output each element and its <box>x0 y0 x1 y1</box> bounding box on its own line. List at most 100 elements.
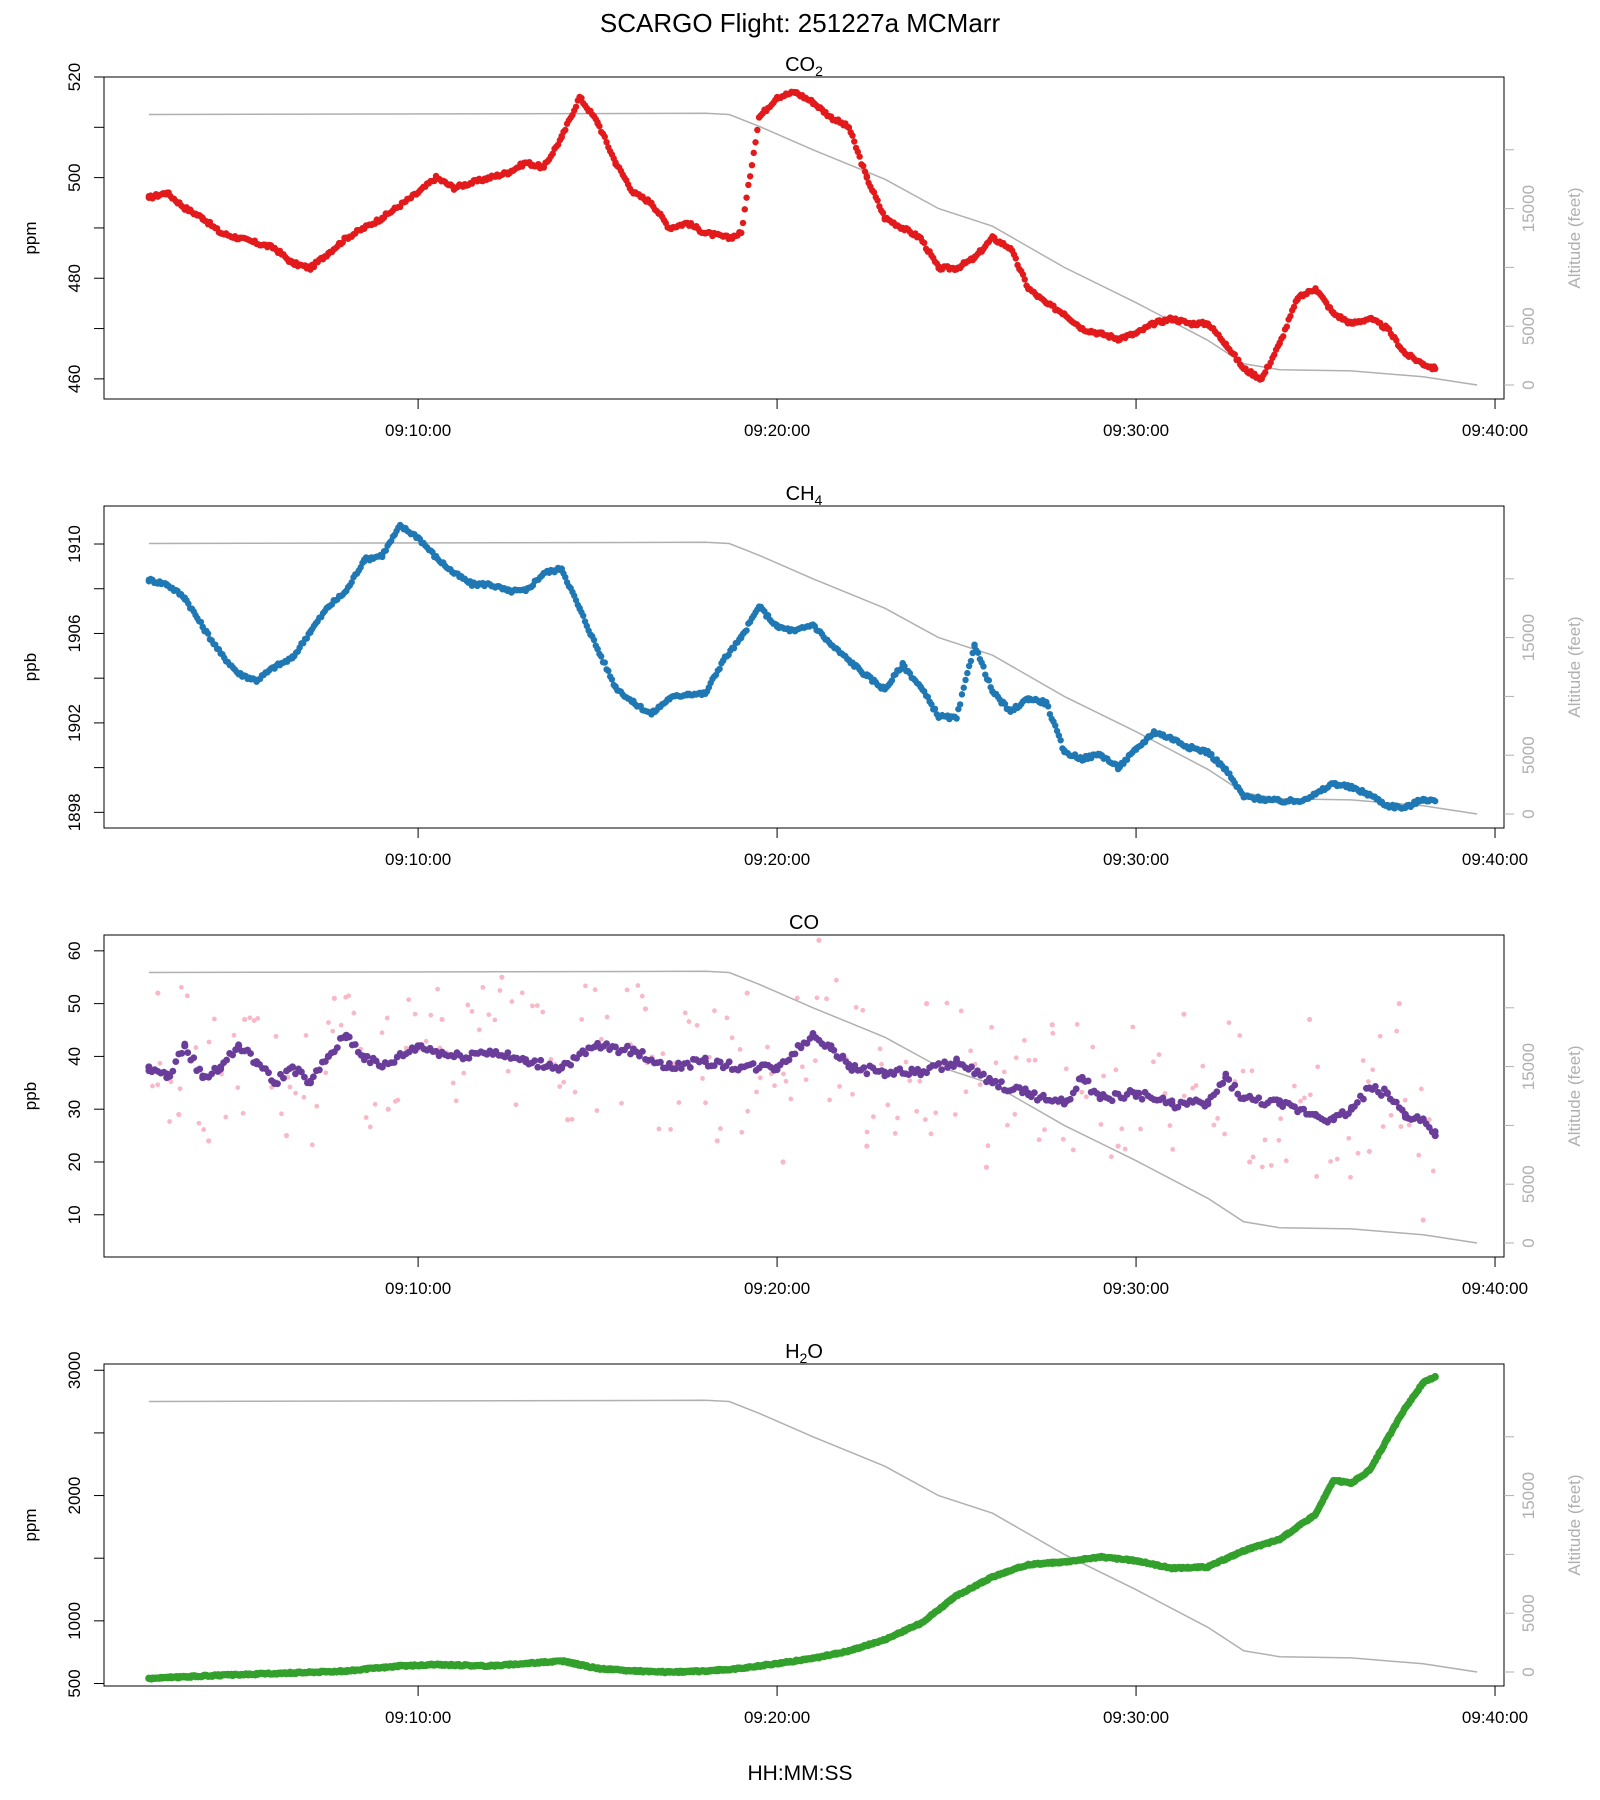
co-point <box>289 1063 296 1071</box>
co2-point <box>572 103 580 110</box>
co-raw-point <box>1377 1033 1383 1039</box>
co-raw-point <box>668 1127 673 1132</box>
co-raw-point <box>1237 1033 1243 1038</box>
ch4-point <box>601 659 608 666</box>
altitude-axis-label: Altitude (feet) <box>1565 187 1584 288</box>
co-raw-point <box>737 1046 743 1052</box>
co-raw-point <box>1348 1174 1353 1180</box>
co-raw-point <box>1302 1095 1307 1101</box>
co-raw-point <box>572 1089 578 1095</box>
co-raw-point <box>1388 1112 1394 1118</box>
co-raw-point <box>428 1012 434 1018</box>
y-axis-label: ppb <box>21 1082 40 1110</box>
co-point <box>1371 1083 1379 1090</box>
co-raw-point <box>1060 1136 1066 1142</box>
co-point <box>639 1047 646 1055</box>
x-tick-label: 09:30:00 <box>1103 1279 1169 1298</box>
co-point <box>537 1056 545 1064</box>
ch4-point <box>1208 750 1215 758</box>
ch4-point <box>594 645 601 653</box>
x-tick-label: 09:30:00 <box>1103 850 1169 869</box>
co-raw-point <box>439 1016 445 1023</box>
co-raw-point <box>314 1103 320 1109</box>
co-point <box>345 1033 353 1041</box>
panel-ch4: CH4 ppb 1898 1902 1906 1910 09:10:00 09:20:00 09… <box>21 483 1584 869</box>
y-tick-label: 50 <box>65 994 84 1013</box>
co-raw-point <box>1101 1073 1106 1079</box>
co-raw-point <box>461 1070 467 1076</box>
co2-point <box>856 153 863 160</box>
co-point <box>1398 1106 1406 1114</box>
series-points <box>145 88 1439 383</box>
co2-point <box>879 209 887 217</box>
co-point <box>274 1080 281 1088</box>
panel-co2: CO2 ppm 460 480 500 520 09:10:00 09:20:00 09:30:… <box>21 54 1584 440</box>
co-raw-point <box>241 1016 248 1023</box>
co-raw-point <box>1151 1059 1156 1065</box>
co-raw-point <box>712 1008 717 1014</box>
ch4-point <box>1044 703 1052 710</box>
altitude-axis-label: Altitude (feet) <box>1565 1474 1584 1575</box>
co-raw-point <box>1406 1122 1412 1128</box>
co-raw-point <box>379 1030 385 1036</box>
co-raw-point <box>963 1089 969 1095</box>
co-raw-point <box>700 1076 705 1081</box>
x-axis-label: HH:MM:SS <box>748 1762 853 1785</box>
co-point <box>229 1051 237 1059</box>
ch4-point <box>974 649 982 656</box>
co-point <box>363 1052 371 1060</box>
x-tick-label: 09:40:00 <box>1462 850 1528 869</box>
co-point <box>941 1058 948 1066</box>
ch4-point <box>967 657 975 665</box>
co-raw-point <box>824 996 829 1002</box>
chart-title: H2O <box>785 1341 823 1366</box>
co2-point <box>746 173 754 180</box>
co2-point <box>743 194 750 201</box>
ch4-point <box>953 715 960 722</box>
x-tick-label: 09:10:00 <box>385 850 451 869</box>
altitude-tick-label: 5000 <box>1519 736 1538 774</box>
co-raw-point <box>1119 1126 1125 1132</box>
co-raw-point <box>406 997 412 1003</box>
co2-point <box>1283 323 1291 330</box>
co-raw-point <box>1012 1111 1018 1117</box>
co-raw-point <box>803 1077 809 1083</box>
co-raw-point <box>870 1114 876 1120</box>
y-tick-label: 2000 <box>65 1477 84 1515</box>
co-raw-point <box>639 993 645 999</box>
co2-point <box>310 263 318 271</box>
y-tick-label: 1902 <box>65 704 84 742</box>
ch4-point <box>580 612 587 619</box>
co-raw-point <box>660 1051 666 1057</box>
co-point <box>1138 1095 1146 1103</box>
co-raw-point <box>907 1078 913 1084</box>
co-point <box>1276 1097 1284 1105</box>
co-raw-point <box>1418 1086 1424 1092</box>
co2-point <box>596 122 603 130</box>
co-point <box>567 1061 575 1069</box>
co-point <box>321 1058 329 1065</box>
ch4-point <box>901 663 908 670</box>
co-raw-point <box>330 1028 336 1034</box>
co-point <box>190 1054 198 1062</box>
co-point <box>1383 1089 1391 1097</box>
co2-point <box>752 139 759 146</box>
co-point <box>938 1066 946 1074</box>
co-point <box>627 1050 634 1058</box>
co2-point <box>863 172 871 180</box>
co-point <box>235 1041 243 1049</box>
co-raw-point <box>150 1083 155 1089</box>
co-raw-point <box>958 1008 964 1014</box>
co-point <box>504 1049 512 1057</box>
co-raw-point <box>1063 1066 1069 1072</box>
co-raw-point <box>423 1038 429 1044</box>
altitude-line <box>148 970 1478 1244</box>
co-raw-point <box>1211 1122 1217 1128</box>
co-point <box>1168 1097 1176 1105</box>
figure-title: SCARGO Flight: 251227a MCMarr <box>600 8 1001 38</box>
altitude-axis-label: Altitude (feet) <box>1565 1045 1584 1146</box>
co-point <box>998 1078 1005 1086</box>
co2-point <box>1012 255 1019 262</box>
y-axis-label: ppm <box>21 221 40 254</box>
co-point <box>806 1035 814 1042</box>
